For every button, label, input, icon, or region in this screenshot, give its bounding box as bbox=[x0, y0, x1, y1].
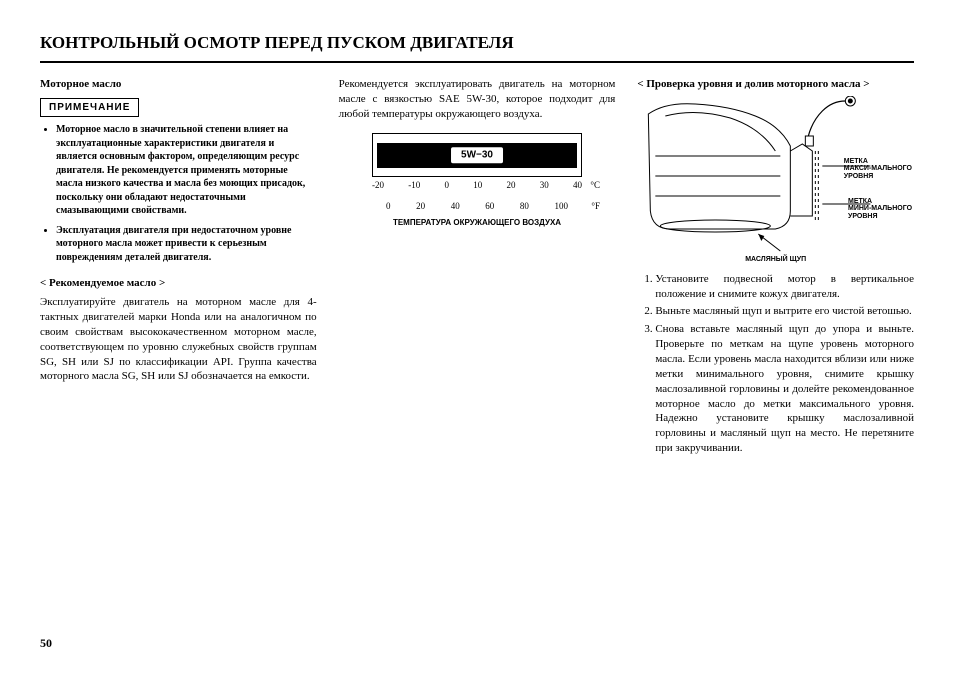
tick-unit: °C bbox=[590, 179, 600, 191]
tick: 0 bbox=[445, 179, 450, 191]
column-2: Рекомендуется эксплуатировать двигатель … bbox=[339, 77, 616, 459]
recommended-body: Эксплуатируйте двигатель на моторном мас… bbox=[40, 295, 317, 384]
label-max: МЕТКАМАКСИ-МАЛЬНОГОУРОВНЯ bbox=[844, 158, 912, 181]
tick: 20 bbox=[416, 200, 425, 212]
tick: 30 bbox=[540, 179, 549, 191]
label-min: МЕТКАМИНИ-МАЛЬНОГОУРОВНЯ bbox=[848, 198, 912, 221]
tick: 40 bbox=[451, 200, 460, 212]
tick: 20 bbox=[507, 179, 516, 191]
tick: 100 bbox=[554, 200, 568, 212]
dipstick-diagram: МЕТКАМАКСИ-МАЛЬНОГОУРОВНЯ МЕТКАМИНИ-МАЛЬ… bbox=[637, 96, 914, 266]
column-1: Моторное масло ПРИМЕЧАНИЕ Моторное масло… bbox=[40, 77, 317, 459]
tick: 0 bbox=[386, 200, 391, 212]
intro-text: Рекомендуется эксплуатировать двигатель … bbox=[339, 77, 616, 122]
page-title: КОНТРОЛЬНЫЙ ОСМОТР ПЕРЕД ПУСКОМ ДВИГАТЕЛ… bbox=[40, 32, 914, 63]
check-heading: < Проверка уровня и долив моторного масл… bbox=[637, 77, 914, 92]
tick: 80 bbox=[520, 200, 529, 212]
tick: 60 bbox=[485, 200, 494, 212]
viscosity-chart: 5W−30 -20 -10 0 10 20 30 40 °C 0 20 40 6… bbox=[372, 133, 582, 228]
tick: 40 bbox=[573, 179, 582, 191]
tick: -10 bbox=[408, 179, 420, 191]
step-item: Установите подвесной мотор в вертикально… bbox=[655, 272, 914, 302]
chart-caption: ТЕМПЕРАТУРА ОКРУЖАЮЩЕГО ВОЗДУХА bbox=[372, 218, 582, 229]
chart-frame: 5W−30 bbox=[372, 133, 582, 177]
note-list: Моторное масло в значительной степени вл… bbox=[40, 123, 317, 264]
column-3: < Проверка уровня и долив моторного масл… bbox=[637, 77, 914, 459]
page-number: 50 bbox=[40, 635, 52, 651]
tick-unit: °F bbox=[591, 200, 600, 212]
note-item: Моторное масло в значительной степени вл… bbox=[56, 123, 317, 218]
step-item: Выньте масляный щуп и вытрите его чистой… bbox=[655, 304, 914, 319]
tick: -20 bbox=[372, 179, 384, 191]
celsius-ticks: -20 -10 0 10 20 30 40 °C bbox=[372, 179, 582, 191]
tick: 10 bbox=[473, 179, 482, 191]
steps-list: Установите подвесной мотор в вертикально… bbox=[637, 272, 914, 456]
step-item: Снова вставьте масляный щуп до упора и в… bbox=[655, 322, 914, 456]
columns: Моторное масло ПРИМЕЧАНИЕ Моторное масло… bbox=[40, 77, 914, 459]
fahr-ticks: 0 20 40 60 80 100 °F bbox=[372, 200, 582, 212]
recommended-heading: < Рекомендуемое масло > bbox=[40, 276, 317, 291]
note-item: Эксплуатация двигателя при недостаточном… bbox=[56, 224, 317, 265]
label-dipstick: МАСЛЯНЫЙ ЩУП bbox=[745, 256, 806, 264]
chart-pill: 5W−30 bbox=[451, 148, 503, 164]
oil-heading: Моторное масло bbox=[40, 77, 317, 92]
note-label: ПРИМЕЧАНИЕ bbox=[40, 98, 139, 118]
